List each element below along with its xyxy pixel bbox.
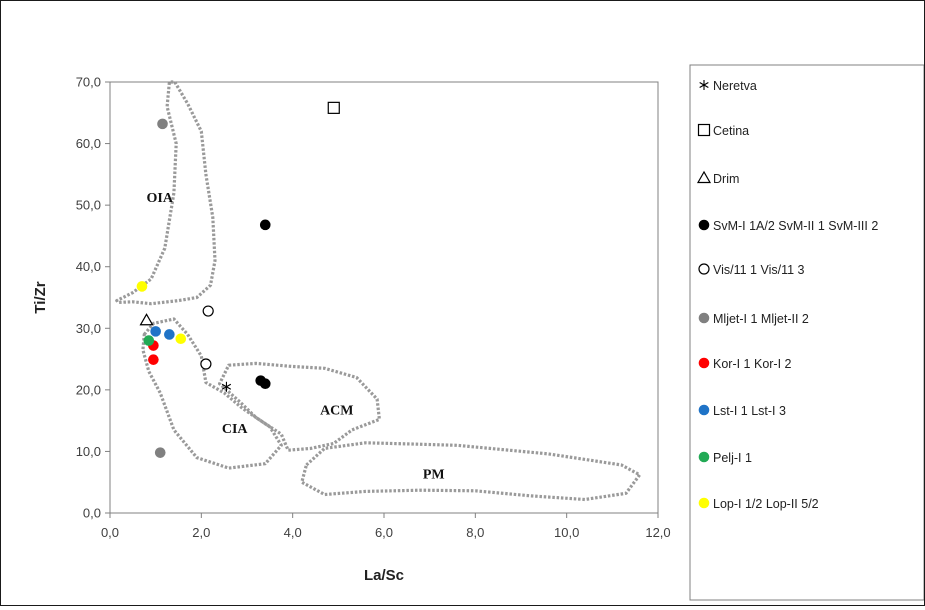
legend-marker-9 xyxy=(698,497,710,509)
x-tick-label: 4,0 xyxy=(284,525,302,540)
data-point-4 xyxy=(202,305,214,317)
y-tick-label: 30,0 xyxy=(76,321,101,336)
legend: Neretva Cetina Drim SvM-I 1A/2 SvM-II 1 SvM… xyxy=(689,64,925,601)
x-tick-label: 12,0 xyxy=(645,525,670,540)
data-point-9 xyxy=(175,333,187,345)
data-point-5 xyxy=(157,118,168,130)
y-tick-label: 50,0 xyxy=(76,198,101,213)
legend-marker-4 xyxy=(698,263,710,275)
y-tick-label: 20,0 xyxy=(76,382,101,397)
data-point-7 xyxy=(150,326,161,337)
y-axis-title: Ti/Zr xyxy=(32,281,49,313)
region-outline-cia xyxy=(141,317,283,470)
axes: 0,0 2,0 4,0 6,0 8,0 10,0 12,0 0,0 10,0 20,0 30,0 40… xyxy=(32,75,671,585)
region-label-cia: CIA xyxy=(222,422,249,437)
data-point-1 xyxy=(327,101,340,114)
region-outline-pm xyxy=(300,441,642,502)
legend-marker-2 xyxy=(696,170,712,184)
region-outlines: OIA CIA ACM PM xyxy=(115,80,642,502)
y-tick-label: 10,0 xyxy=(76,444,101,459)
plot-area-border xyxy=(109,81,659,514)
legend-box xyxy=(689,64,925,601)
x-axis-title: La/Sc xyxy=(364,567,404,584)
data-point-8 xyxy=(143,335,155,346)
legend-marker-6 xyxy=(698,357,710,369)
x-tick-label: 8,0 xyxy=(466,525,484,540)
y-tick-label: 0,0 xyxy=(83,506,101,521)
legend-label-4: Vis/11 1 Vis/11 3 xyxy=(713,263,805,277)
region-outline-oia xyxy=(115,80,217,306)
y-tick-label: 60,0 xyxy=(76,136,101,151)
region-label-pm: PM xyxy=(423,468,445,483)
legend-label-0: Neretva xyxy=(713,79,757,93)
data-point-2 xyxy=(139,313,154,326)
x-tick-label: 10,0 xyxy=(554,525,579,540)
y-tick-label: 70,0 xyxy=(76,75,101,90)
x-tick-label: 0,0 xyxy=(101,525,119,540)
data-point-5 xyxy=(154,447,166,458)
legend-label-6: Kor-I 1 Kor-I 2 xyxy=(713,357,792,371)
region-outline-acm xyxy=(218,361,381,452)
legend-label-9: Lop-I 1/2 Lop-II 5/2 xyxy=(713,497,819,511)
data-point-7 xyxy=(164,329,175,340)
x-tick-label: 2,0 xyxy=(192,525,210,540)
legend-marker-5 xyxy=(698,312,710,324)
data-point-4 xyxy=(200,358,212,370)
legend-marker-1 xyxy=(697,123,711,137)
data-point-9 xyxy=(136,281,148,292)
legend-label-2: Drim xyxy=(713,172,739,186)
legend-label-8: Pelj-I 1 xyxy=(713,451,752,465)
data-points xyxy=(136,101,340,458)
legend-label-5: Mljet-I 1 Mljet-II 2 xyxy=(713,312,809,326)
region-label-oia: OIA xyxy=(147,191,174,206)
y-tick-label: 40,0 xyxy=(76,259,101,274)
legend-label-3: SvM-I 1A/2 SvM-II 1 SvM-III 2 xyxy=(713,219,878,233)
data-point-6 xyxy=(148,354,159,365)
plot-area xyxy=(109,81,659,514)
data-point-3 xyxy=(259,219,271,231)
legend-label-7: Lst-I 1 Lst-I 3 xyxy=(713,404,786,418)
legend-marker-3 xyxy=(698,219,710,231)
legend-marker-0 xyxy=(699,80,709,90)
data-point-0 xyxy=(221,381,232,392)
region-label-acm: ACM xyxy=(320,403,353,418)
legend-label-1: Cetina xyxy=(713,124,749,138)
legend-marker-7 xyxy=(698,404,710,416)
x-tick-label: 6,0 xyxy=(375,525,393,540)
legend-marker-8 xyxy=(698,451,710,463)
data-point-3 xyxy=(259,378,271,390)
